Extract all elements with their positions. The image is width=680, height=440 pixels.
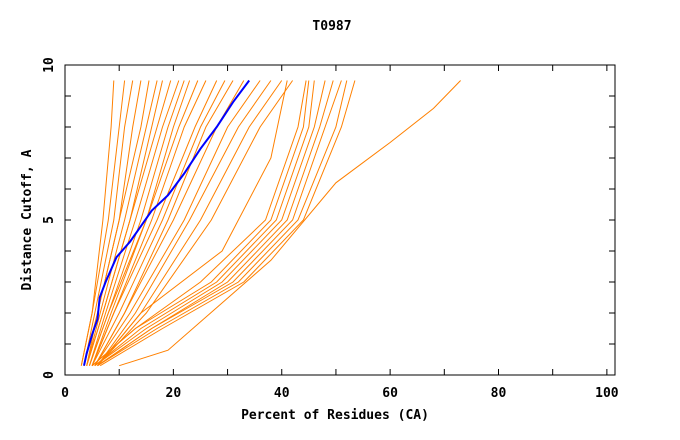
x-tick-label: 60 (382, 386, 398, 401)
model-line-28 (97, 80, 342, 367)
model-line-30 (99, 80, 356, 367)
model-line-24 (91, 80, 310, 367)
model-line-6 (86, 80, 158, 366)
x-tick-label: 80 (491, 386, 507, 401)
model-line-3 (83, 80, 134, 366)
model-line-13 (91, 80, 207, 366)
x-tick-label: 20 (166, 386, 182, 401)
chart-title: T0987 (312, 19, 351, 34)
model-line-2 (80, 80, 126, 366)
model-line-8 (86, 80, 172, 366)
highlight-line (83, 79, 251, 366)
x-axis-label: Percent of Residues (CA) (241, 408, 429, 423)
y-tick-label: 5 (42, 216, 57, 224)
y-tick-label: 0 (42, 371, 57, 379)
model-line-19 (97, 80, 272, 366)
model-line-26 (94, 80, 326, 367)
x-tick-label: 100 (595, 386, 619, 401)
x-tick-label: 40 (274, 386, 290, 401)
model-line-18 (94, 80, 261, 366)
y-axis-label: Distance Cutoff, A (20, 149, 35, 290)
model-line-25 (94, 80, 315, 367)
model-line-9 (88, 80, 180, 366)
y-tick-label: 10 (42, 57, 57, 73)
model-line-29 (97, 80, 348, 367)
model-line-14 (91, 80, 218, 366)
model-line-21 (97, 80, 294, 367)
model-line-15 (91, 80, 226, 366)
model-line-22 (97, 80, 288, 367)
x-tick-label: 0 (61, 386, 69, 401)
model-line-31 (119, 80, 461, 367)
